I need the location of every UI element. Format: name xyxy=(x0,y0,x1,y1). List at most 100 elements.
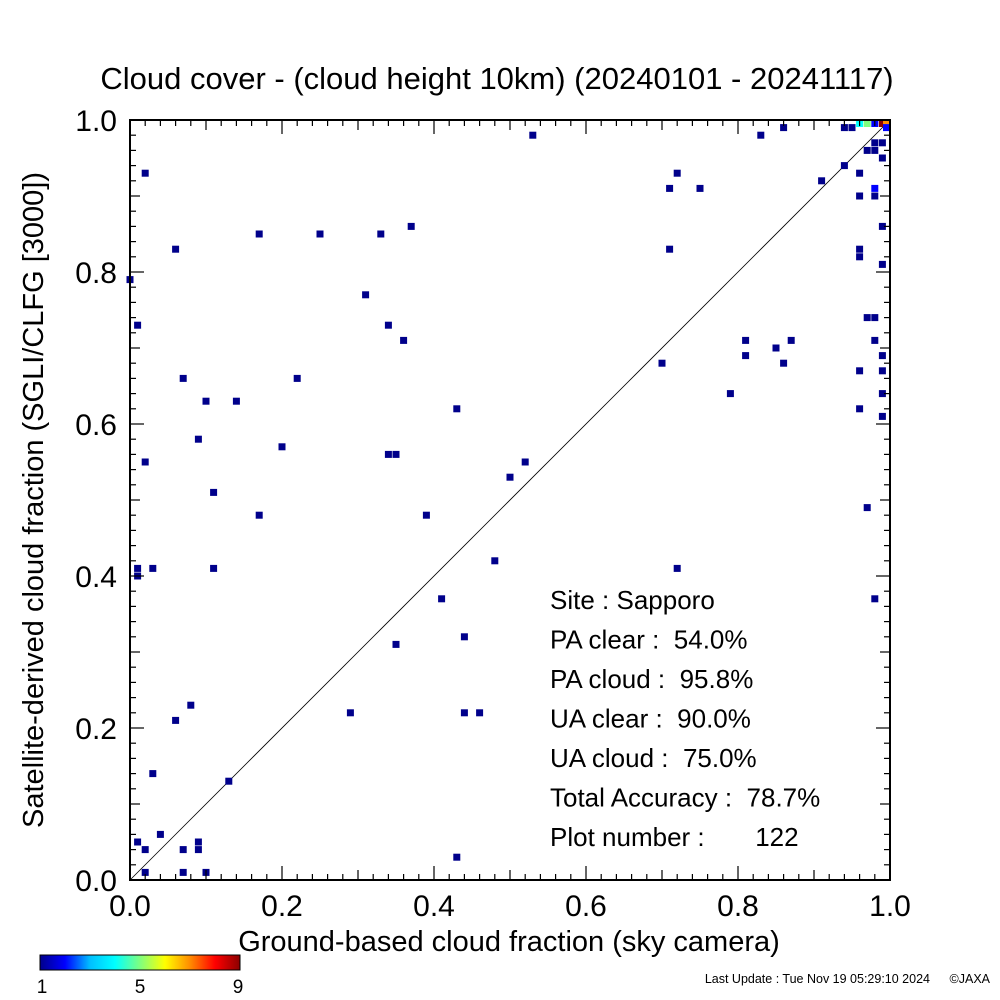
data-point xyxy=(172,245,180,253)
data-point xyxy=(179,846,187,854)
data-point xyxy=(856,169,864,177)
data-point xyxy=(878,139,886,147)
data-point xyxy=(878,390,886,398)
data-point xyxy=(871,184,879,192)
data-point xyxy=(392,450,400,458)
colorbar-mid-label: 5 xyxy=(135,977,146,998)
y-tick-label: 1.0 xyxy=(75,105,117,138)
data-point xyxy=(780,124,788,132)
x-tick-label: 0.6 xyxy=(565,890,607,923)
data-point xyxy=(255,511,263,519)
data-point xyxy=(141,458,149,466)
data-point xyxy=(141,169,149,177)
data-point xyxy=(883,120,890,127)
data-point xyxy=(856,405,864,413)
stat-line: Total Accuracy : 78.7% xyxy=(550,783,820,813)
data-point xyxy=(134,321,142,329)
data-point xyxy=(742,352,750,360)
data-point xyxy=(422,511,430,519)
data-point xyxy=(149,564,157,572)
data-point xyxy=(772,344,780,352)
data-point xyxy=(529,131,537,139)
data-point xyxy=(871,314,879,322)
copyright-text: ©JAXA xyxy=(950,972,991,986)
data-point xyxy=(878,260,886,268)
x-tick-label: 1.0 xyxy=(869,890,911,923)
data-point xyxy=(400,336,408,344)
data-point xyxy=(863,120,871,127)
data-point xyxy=(134,838,142,846)
data-point xyxy=(883,124,890,132)
data-point xyxy=(156,830,164,838)
chart-title: Cloud cover - (cloud height 10km) (20240… xyxy=(100,61,893,96)
data-point xyxy=(757,131,765,139)
data-point xyxy=(856,192,864,200)
reference-line xyxy=(129,119,891,881)
colorbar-max-label: 9 xyxy=(233,977,244,998)
data-point xyxy=(696,184,704,192)
data-point xyxy=(787,336,795,344)
data-point xyxy=(878,120,886,127)
stat-line: Site : Sapporo xyxy=(550,585,715,615)
data-point xyxy=(856,253,864,261)
data-point xyxy=(225,777,233,785)
reference-line-group xyxy=(129,119,891,881)
data-point xyxy=(460,633,468,641)
data-point xyxy=(141,868,149,876)
x-tick-label: 0.0 xyxy=(109,890,151,923)
data-point xyxy=(673,564,681,572)
stats-box: Site : Sapporo PA clear : 54.0% PA cloud :… xyxy=(550,585,820,852)
data-point xyxy=(848,124,856,132)
x-tick-labels: 0.0 0.2 0.4 0.6 0.8 1.0 xyxy=(109,890,911,923)
data-point xyxy=(453,405,461,413)
data-point xyxy=(658,359,666,367)
stat-line: UA cloud : 75.0% xyxy=(550,743,757,773)
data-point xyxy=(856,367,864,375)
data-point xyxy=(179,374,187,382)
data-point xyxy=(521,458,529,466)
data-point xyxy=(377,230,385,238)
data-point xyxy=(210,564,218,572)
data-point xyxy=(316,230,324,238)
stat-line: PA cloud : 95.8% xyxy=(550,664,753,694)
data-points xyxy=(126,120,890,876)
y-tick-label: 0.2 xyxy=(75,713,117,746)
data-point xyxy=(840,162,848,170)
data-point xyxy=(194,435,202,443)
data-point xyxy=(673,169,681,177)
y-tick-label: 0.6 xyxy=(75,409,117,442)
data-point xyxy=(863,146,871,154)
data-point xyxy=(172,716,180,724)
data-point xyxy=(293,374,301,382)
data-point xyxy=(476,709,484,717)
axis-ticks xyxy=(129,119,891,881)
data-point xyxy=(384,321,392,329)
data-point xyxy=(818,177,826,185)
data-point xyxy=(871,336,879,344)
y-tick-label: 0.8 xyxy=(75,257,117,290)
data-point xyxy=(871,595,879,603)
data-point xyxy=(878,154,886,162)
data-point xyxy=(141,846,149,854)
x-tick-label: 0.8 xyxy=(717,890,759,923)
x-tick-label: 0.2 xyxy=(261,890,303,923)
last-update-text: Last Update : Tue Nov 19 05:29:10 2024 xyxy=(705,972,930,986)
data-point xyxy=(878,412,886,420)
data-point xyxy=(460,709,468,717)
data-point xyxy=(407,222,415,230)
stat-line: PA clear : 54.0% xyxy=(550,625,748,655)
x-tick-label: 0.4 xyxy=(413,890,455,923)
stat-line: Plot number : 122 xyxy=(550,822,799,852)
data-point xyxy=(392,640,400,648)
data-point xyxy=(856,245,864,253)
data-point xyxy=(780,359,788,367)
colorbar-min-label: 1 xyxy=(37,977,48,998)
data-point xyxy=(202,397,210,405)
data-point xyxy=(384,450,392,458)
data-point xyxy=(179,868,187,876)
data-point xyxy=(278,443,286,451)
data-point xyxy=(878,352,886,360)
data-point xyxy=(863,504,871,512)
data-point xyxy=(491,557,499,565)
